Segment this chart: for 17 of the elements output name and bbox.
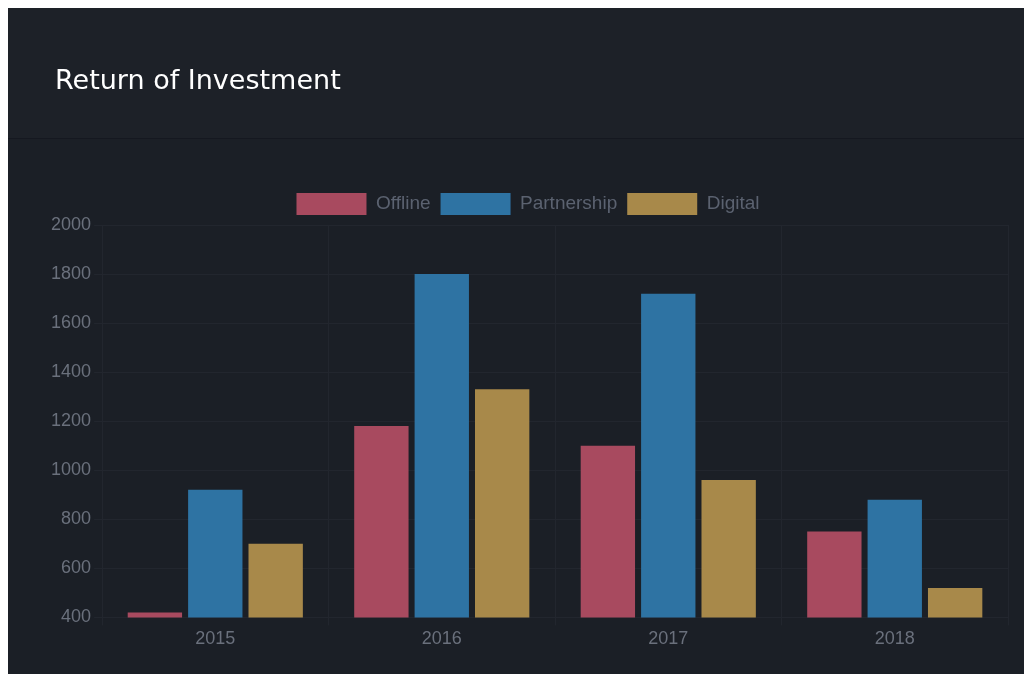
x-tick-label: 2016 [421, 628, 462, 649]
y-tick-label: 1000 [51, 459, 92, 480]
legend-label: Digital [706, 192, 760, 214]
y-tick-label: 1400 [51, 361, 92, 382]
y-tick-label: 1800 [51, 263, 92, 284]
y-tick-label: 800 [61, 508, 92, 529]
x-tick-label: 2015 [195, 628, 236, 649]
legend-label: Offline [375, 192, 431, 214]
y-tick-label: 1600 [51, 312, 92, 333]
x-tick-label: 2017 [648, 628, 689, 649]
legend-label: Partnership [520, 192, 618, 214]
chart-title: Return of Investment [55, 64, 341, 95]
y-tick-label: 1200 [51, 410, 92, 431]
y-tick-label: 400 [61, 606, 92, 627]
x-tick-label: 2018 [874, 628, 915, 649]
y-tick-label: 600 [61, 557, 92, 578]
y-tick-label: 2000 [51, 213, 92, 234]
